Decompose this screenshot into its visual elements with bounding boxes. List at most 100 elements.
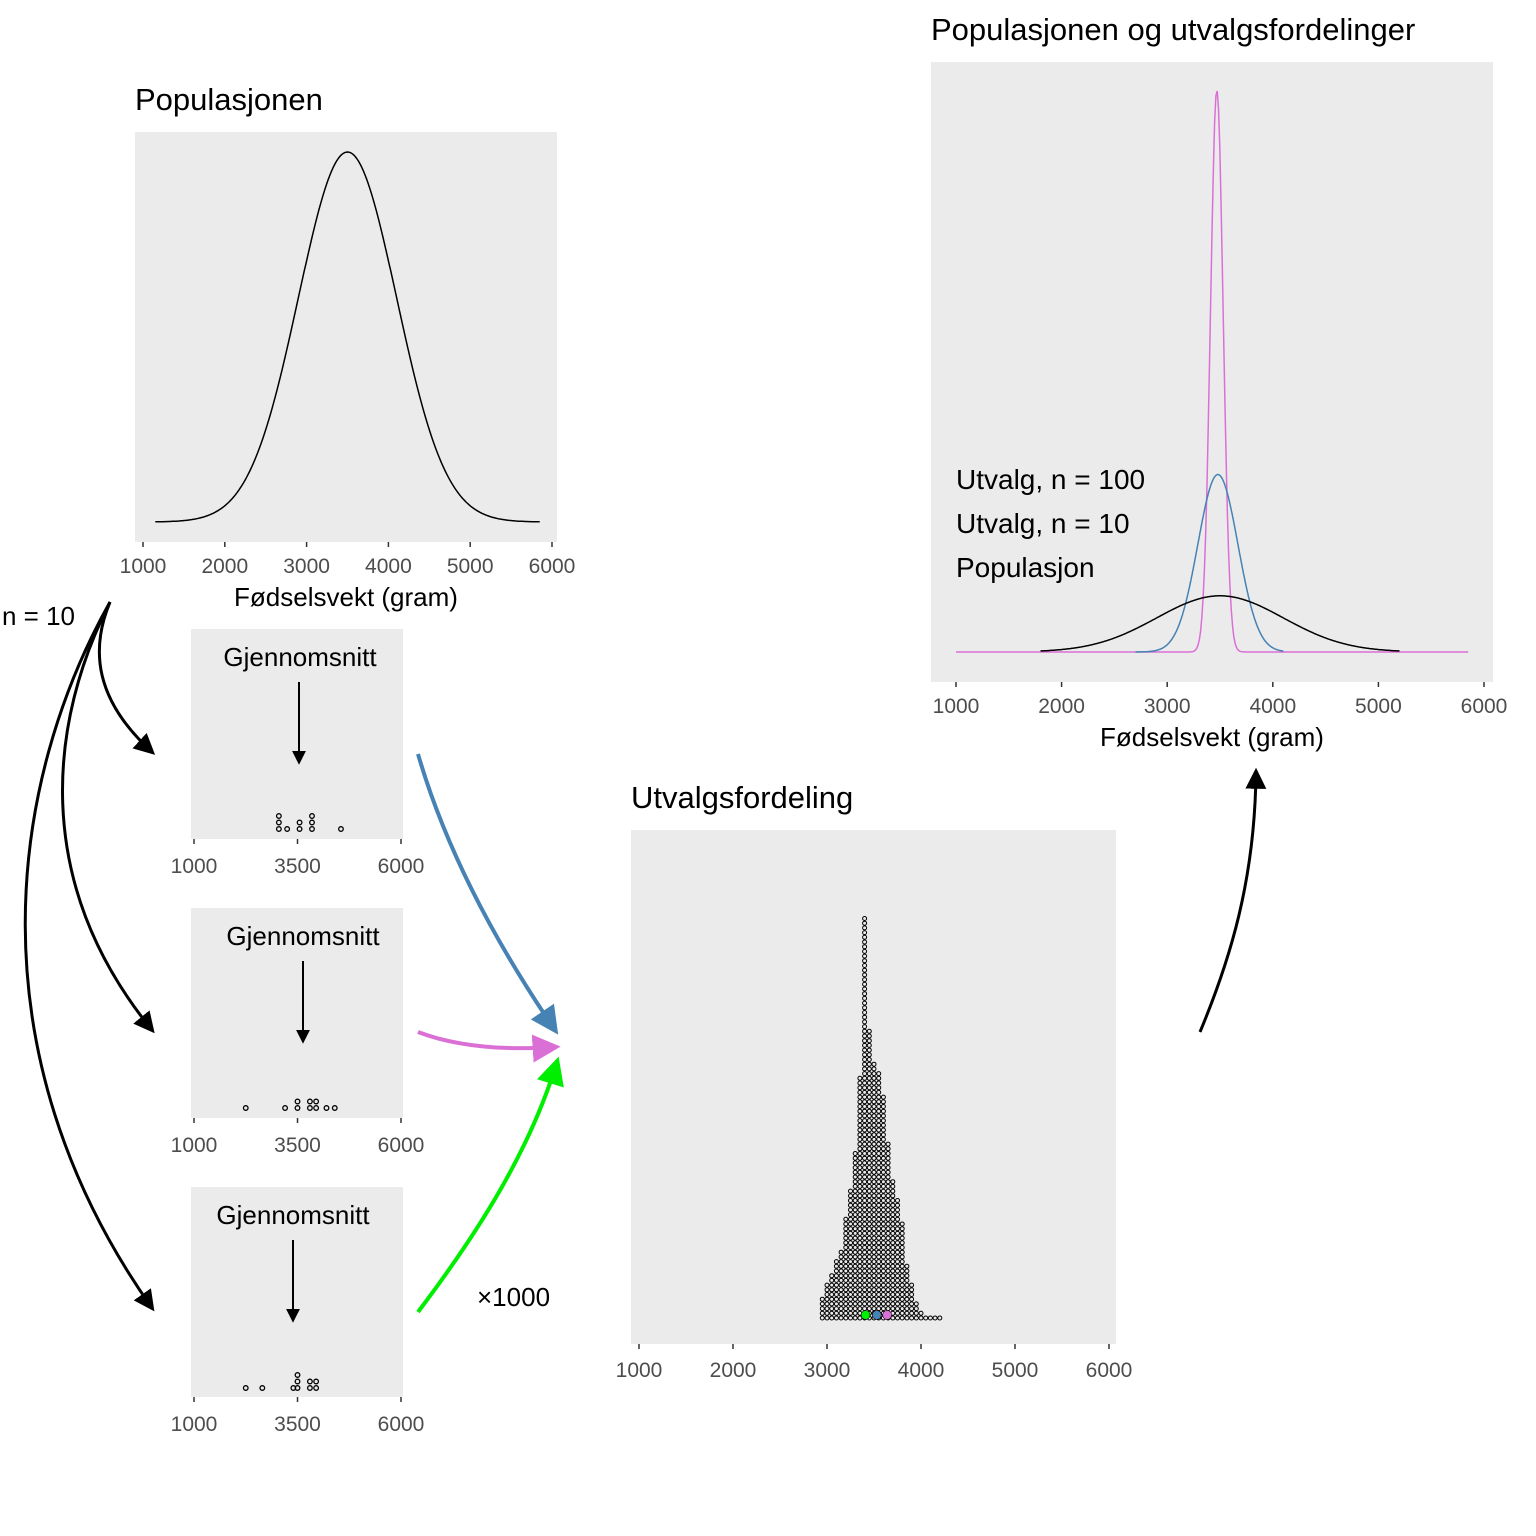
sample1-dot (296, 826, 303, 832)
sampling-dot (829, 1273, 835, 1279)
sampling-dot (871, 1188, 877, 1194)
sampling-dot (890, 1230, 896, 1236)
sampling-dot (880, 1230, 886, 1236)
sampling-dot (852, 1202, 858, 1208)
sampling-dot (862, 944, 868, 950)
legend-population: Populasjon (956, 552, 1095, 583)
sampling-dot (848, 1230, 853, 1236)
sampling-dot (876, 1080, 882, 1086)
sample-3-mean-label: Gjennomsnitt (216, 1200, 370, 1230)
sampling-dot (890, 1306, 896, 1312)
sampling-dot (866, 1221, 872, 1227)
sampling-dot (871, 1301, 877, 1307)
sampling-dot (876, 1268, 882, 1274)
sampling-dot (866, 1038, 872, 1044)
sampling-dot (852, 1240, 858, 1246)
sampling-dot (871, 1104, 877, 1109)
sampling-dot (890, 1221, 896, 1227)
sample-2-chart: Gjennomsnitt 1000 3500 6000 (171, 908, 425, 1157)
sampling-dot (866, 1249, 872, 1255)
sampling-dot (862, 1179, 868, 1185)
sampling-dot (885, 1259, 891, 1265)
sampling-dot (899, 1292, 905, 1297)
sampling-dot (852, 1296, 858, 1302)
sampling-dot (857, 1085, 863, 1091)
sampling-dot (857, 1122, 863, 1128)
sampling-dot (876, 1287, 882, 1293)
sampling-dot (857, 1183, 863, 1189)
sampling-dot (871, 1066, 877, 1072)
sampling-dot (871, 1202, 877, 1208)
sampling-dot (899, 1315, 905, 1321)
population-x-label: Fødselsvekt (gram) (234, 582, 458, 612)
population-tick-label: 2000 (201, 555, 248, 578)
sampling-dot (871, 1198, 877, 1203)
population-panel (135, 132, 557, 542)
sampling-dot (862, 1024, 868, 1030)
population-tick-label: 3000 (283, 555, 330, 578)
sample2-tick-label: 6000 (378, 1134, 425, 1157)
comparison-series-line (1040, 595, 1400, 652)
sampling-dot (876, 1221, 882, 1227)
sampling-dot (904, 1282, 910, 1288)
sampling-dot (880, 1235, 886, 1241)
sampling-dot (880, 1174, 886, 1180)
comparison-tick-label: 1000 (933, 695, 980, 718)
sampling-dot (909, 1296, 915, 1302)
sampling-dot (871, 1127, 877, 1133)
sampling-dot (895, 1230, 900, 1236)
sampling-dot (838, 1287, 844, 1293)
sampling-dot (852, 1169, 858, 1175)
sampling-dot (824, 1292, 830, 1297)
sample1-dot (275, 819, 282, 826)
sampling-dot (871, 1254, 877, 1260)
sampling-dot (862, 1151, 868, 1156)
comparison-series-line (1135, 473, 1284, 653)
sampling-dot (862, 1207, 868, 1213)
sampling-dot (890, 1202, 896, 1208)
sampling-dot (885, 1273, 891, 1279)
sampling-dot (871, 1141, 877, 1147)
sampling-dot (871, 1165, 877, 1171)
sampling-dot (843, 1277, 849, 1283)
sampling-dot (843, 1254, 849, 1260)
sampling-dot (904, 1273, 910, 1279)
sampling-dot (885, 1245, 891, 1250)
sample-1-x-ticks: 1000 3500 6000 (171, 839, 424, 878)
sampling-dot (824, 1301, 830, 1307)
sample1-dot (309, 826, 315, 832)
sampling-dot (857, 1118, 863, 1124)
sampling-dot (852, 1198, 858, 1203)
sampling-dot (876, 1165, 882, 1171)
sampling-dot (871, 1169, 877, 1175)
sampling-dot (880, 1141, 886, 1147)
population-tick-label: 6000 (529, 555, 576, 578)
sampling-dot (838, 1296, 844, 1302)
sampling-dot (885, 1165, 891, 1171)
sampling-dot (876, 1249, 882, 1255)
sampling-dot (895, 1212, 900, 1218)
sampling-dot (824, 1287, 830, 1293)
sampling-dot (880, 1259, 886, 1265)
comparison-title: Populasjonen og utvalgsfordelinger (931, 12, 1415, 47)
sampling-dot (829, 1310, 835, 1316)
sampling-tick-label: 4000 (898, 1359, 945, 1382)
sampling-dot (913, 1306, 919, 1312)
sampling-dot (880, 1188, 886, 1194)
arrow-blue (416, 753, 559, 1035)
sampling-dot (899, 1221, 905, 1227)
sampling-dot (876, 1259, 882, 1265)
sampling-dot (857, 1155, 863, 1161)
sampling-dot (843, 1259, 849, 1265)
sampling-dot (866, 1104, 872, 1109)
sampling-dot (829, 1296, 835, 1302)
sampling-dot (866, 1188, 872, 1194)
sampling-dot (843, 1263, 849, 1269)
sampling-dot (866, 1099, 872, 1105)
sampling-tick-label: 5000 (992, 1359, 1039, 1382)
sampling-dot (862, 1230, 868, 1236)
sampling-dot (857, 1151, 863, 1156)
sampling-dot (862, 1301, 868, 1307)
sampling-dot (857, 1263, 863, 1269)
sampling-dot (871, 1146, 877, 1152)
